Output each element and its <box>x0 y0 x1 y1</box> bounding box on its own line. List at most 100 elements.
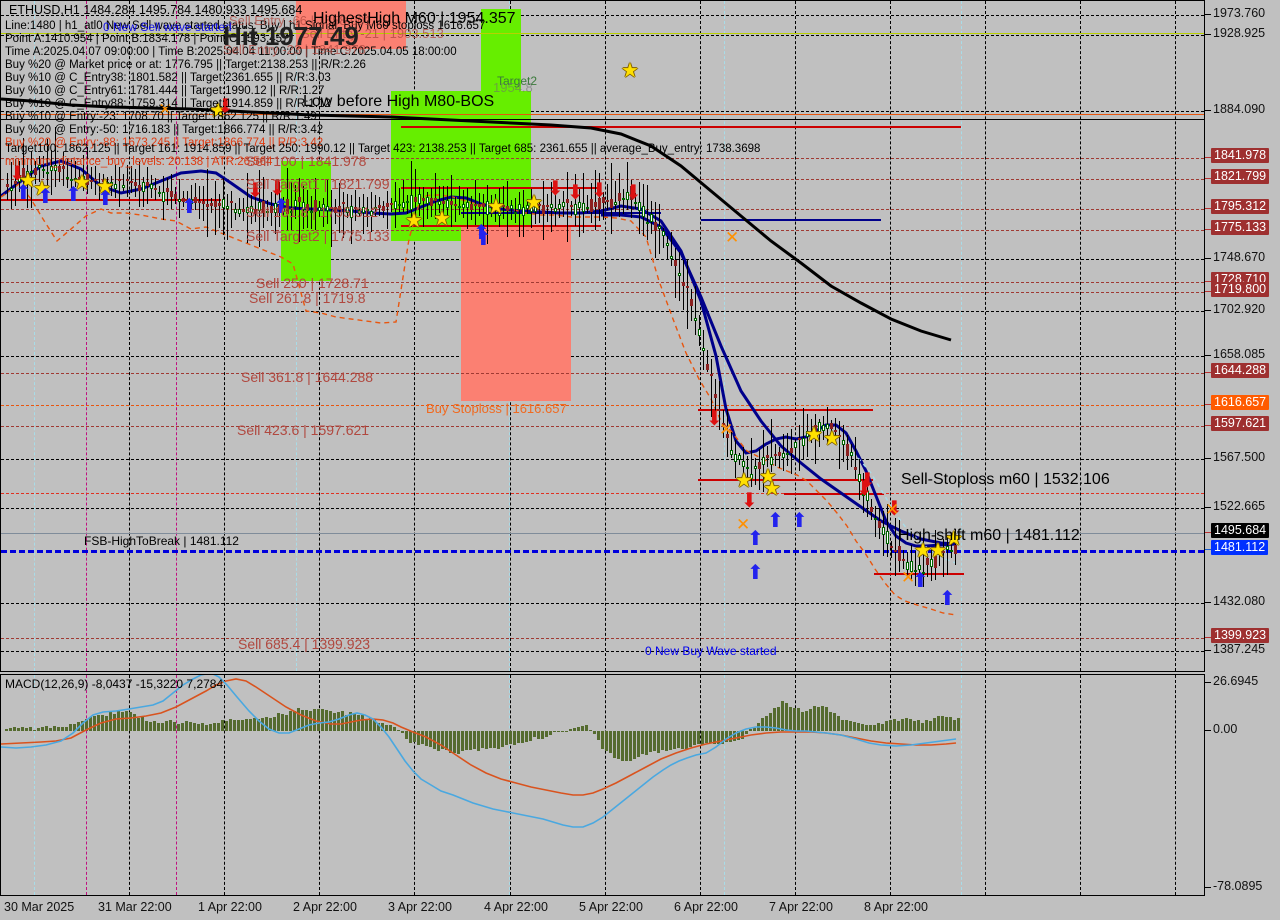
candle-body <box>614 202 617 206</box>
macd-bar <box>705 731 708 743</box>
macd-axis[interactable]: 26.6945 0.00 -78.0895 <box>1205 674 1280 896</box>
star-marker-icon: ★ <box>759 466 777 488</box>
candle-wick <box>719 380 720 431</box>
candle-wick <box>219 194 220 228</box>
candle-body <box>530 201 533 212</box>
arrow-up-icon: ⬆ <box>15 182 32 204</box>
price-chart-pane[interactable]: ★ ★ ★ ★ ★ ⬆ ⬆ ⬆ ⬆ ⬇ ⬇ ⬇ ⬇ ⬆ ⬆ ⬆ ★ ★ ★ ★ ⬇ ⬇ ⬇ ⬇ ⬆ ✕ ✕ ⬇ ⬇ ⬇ ⬇ ★ ★ ★ ★ ★ ⬆ ⬆ ⬆ ⬆… <box>0 0 1205 672</box>
macd-bar <box>241 719 244 731</box>
macd-bar <box>745 731 748 735</box>
candle-body <box>770 457 773 465</box>
candle-wick <box>299 177 300 242</box>
arrow-down-icon: ⬇ <box>741 490 758 512</box>
macd-bar <box>933 718 936 731</box>
candle-body <box>758 461 761 470</box>
hgrid <box>1 459 1204 460</box>
macd-bar <box>641 731 644 754</box>
candle-body <box>578 201 581 209</box>
macd-bar <box>393 727 396 731</box>
candle-body <box>346 207 349 214</box>
candle-wick <box>799 425 800 472</box>
candle-body <box>386 203 389 208</box>
macd-bar <box>457 731 460 755</box>
candle-body <box>874 517 877 520</box>
macd-bar <box>749 729 752 731</box>
candle-body <box>426 197 429 204</box>
price-tag: 1973.760 <box>1213 6 1266 20</box>
candle-body <box>250 206 253 214</box>
candle-wick <box>731 431 732 459</box>
candle-body <box>490 204 493 207</box>
black-ma-line <box>1 97 952 342</box>
candle-wick <box>179 178 180 218</box>
arrow-down-icon: ⬇ <box>856 478 873 500</box>
candle-wick <box>511 200 512 220</box>
candle-body <box>314 199 317 213</box>
price-tick <box>1205 637 1211 638</box>
candle-body <box>566 199 569 204</box>
sell-685-label: Sell 685.4 | 1399.923 <box>238 636 371 652</box>
candle-body <box>214 201 217 207</box>
candle-body <box>150 184 153 190</box>
macd-bar <box>577 726 580 731</box>
macd-bar <box>181 723 184 731</box>
candle-wick <box>439 186 440 213</box>
candle-body <box>950 549 953 552</box>
macd-bar <box>389 724 392 731</box>
candle-wick <box>455 197 456 222</box>
candle-body <box>926 558 929 565</box>
vgrid <box>319 1 320 671</box>
vgrid <box>224 1 225 671</box>
candle-wick <box>547 194 548 222</box>
macd-bar <box>61 726 64 731</box>
macd-bar <box>169 720 172 731</box>
macd-bar <box>353 713 356 731</box>
macd-bar <box>929 720 932 731</box>
candle-body <box>438 201 441 205</box>
time-axis-label: 7 Apr 22:00 <box>769 900 833 914</box>
time-axis[interactable]: 30 Mar 2025 31 Mar 22:00 1 Apr 22:00 2 Apr … <box>0 896 1280 920</box>
price-axis[interactable]: 1973.760 1928.925 1884.090 1841.978 1821.799… <box>1205 0 1280 672</box>
info-line-2: Time A:2025.04.07 09:00:00 | Time B:2025… <box>5 46 457 58</box>
macd-bar <box>497 731 500 750</box>
macd-bar <box>253 718 256 731</box>
candle-body <box>442 200 445 204</box>
candle-body <box>914 570 917 573</box>
macd-bar <box>125 711 128 731</box>
candle-wick <box>839 421 840 470</box>
macd-bar <box>217 723 220 731</box>
candle-body <box>86 173 89 185</box>
candle-wick <box>215 180 216 236</box>
macd-bar <box>213 723 216 731</box>
macd-bar <box>21 727 24 731</box>
candle-body <box>358 210 361 215</box>
candle-body <box>22 168 25 181</box>
vgrid <box>605 675 606 895</box>
price-tick <box>1205 549 1211 550</box>
candle-body <box>162 191 165 202</box>
macd-bar <box>769 712 772 731</box>
macd-bar <box>225 720 228 731</box>
macd-pane[interactable]: MACD(12,26,9) -8,0437 -15,3220 7,2784 <box>0 674 1205 896</box>
vgrid <box>795 1 796 671</box>
candle-body <box>158 192 161 195</box>
star-marker-icon: ★ <box>33 178 51 200</box>
candle-body <box>254 208 257 214</box>
sell-target2-label: Sell Target2 | 1775.133 <box>246 228 390 244</box>
vgrid <box>1080 675 1081 895</box>
macd-bar <box>585 725 588 731</box>
candle-body <box>378 204 381 209</box>
hgrid <box>1 508 1204 509</box>
macd-bar <box>285 714 288 731</box>
star-marker-icon: ★ <box>805 424 823 446</box>
candle-body <box>374 207 377 210</box>
candle-body <box>342 202 345 205</box>
candle-body <box>474 203 477 206</box>
macd-bar <box>373 720 376 731</box>
candle-body <box>502 204 505 207</box>
candle-body <box>306 204 309 211</box>
candle-body <box>286 199 289 214</box>
candle-body <box>410 195 413 210</box>
info-line-10: Target100: 1862.125 || Target 161: 1914.… <box>5 143 761 155</box>
candle-body <box>282 208 285 212</box>
